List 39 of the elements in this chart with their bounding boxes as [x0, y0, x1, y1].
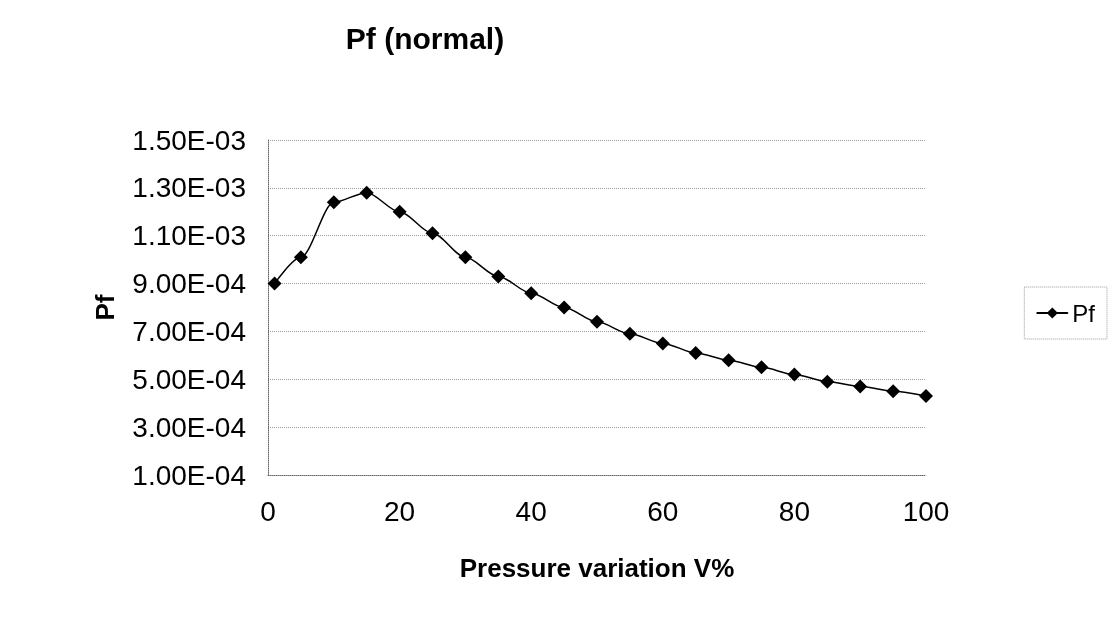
y-tick-label: 5.00E-04	[132, 363, 246, 395]
x-tick-label: 60	[647, 495, 679, 527]
x-tick-label: 100	[902, 495, 950, 527]
point	[754, 360, 769, 375]
point	[267, 276, 282, 291]
y-tick-label: 3.00E-04	[132, 411, 246, 443]
point	[886, 384, 901, 399]
point	[425, 226, 440, 241]
y-tick-label: 1.50E-03	[132, 124, 246, 156]
point	[491, 269, 506, 284]
point	[919, 389, 933, 404]
point	[293, 250, 308, 265]
legend-label: Pf	[1072, 299, 1096, 327]
point	[820, 374, 835, 389]
point	[787, 367, 802, 382]
y-tick-label: 1.30E-03	[132, 172, 246, 204]
x-tick-label: 0	[260, 495, 276, 527]
point	[557, 300, 572, 315]
point	[359, 185, 374, 200]
point	[458, 250, 473, 265]
x-tick-label: 80	[778, 495, 810, 527]
point	[524, 286, 539, 301]
x-axis-title: Pressure variation V%	[459, 553, 735, 583]
point	[392, 204, 407, 219]
y-tick-label: 1.10E-03	[132, 220, 246, 252]
x-tick-label: 20	[384, 495, 416, 527]
point	[721, 353, 736, 368]
point	[590, 314, 604, 329]
x-tick-label: 40	[515, 495, 547, 527]
point	[326, 195, 341, 210]
point	[853, 379, 868, 394]
point	[622, 326, 637, 341]
point	[655, 336, 670, 351]
y-tick-label: 1.00E-04	[132, 459, 246, 491]
y-tick-label: 7.00E-04	[132, 315, 246, 347]
chart-title: Pf (normal)	[345, 21, 505, 55]
y-tick-label: 9.00E-04	[132, 268, 246, 300]
point	[688, 345, 703, 360]
y-axis-title: Pf	[90, 294, 120, 321]
